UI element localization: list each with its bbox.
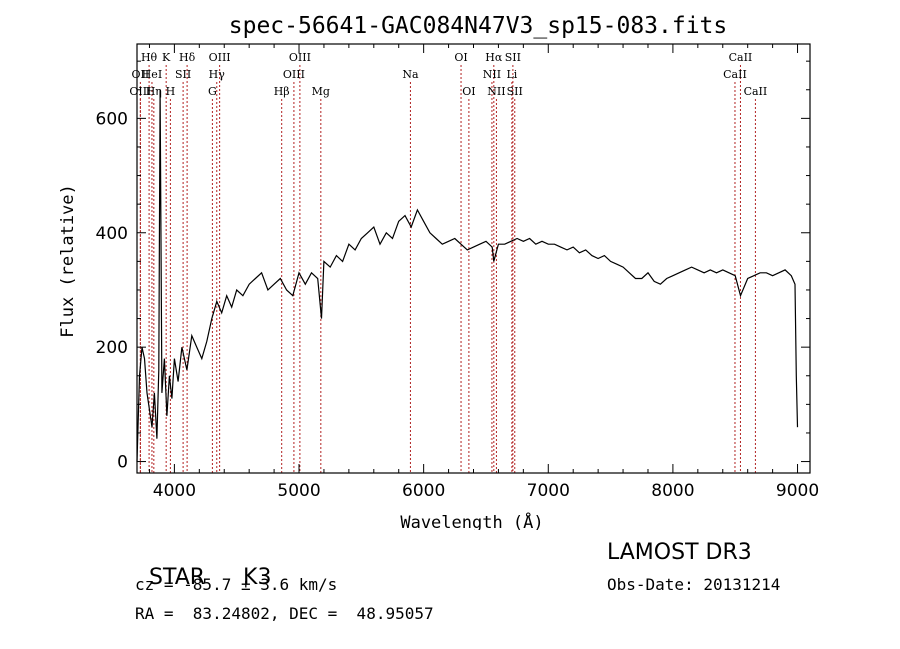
line-marker-label-23: Li bbox=[506, 68, 517, 81]
line-marker-label-16: Na bbox=[402, 68, 419, 81]
line-marker-label-22: SII bbox=[505, 51, 521, 64]
line-marker-label-12: Hβ bbox=[274, 85, 290, 98]
line-marker-label-4: Hη bbox=[146, 85, 162, 98]
class-label: STAR bbox=[149, 565, 206, 590]
spectrum-chart: spec-56641-GAC084N47V3_sp15-083.fits Hθ O… bbox=[58, 13, 820, 530]
subclass-label: K3 bbox=[243, 565, 272, 590]
line-marker-label-13: OIII bbox=[289, 51, 311, 64]
y-tick-label: 400 bbox=[96, 224, 128, 244]
y-tick-label: 200 bbox=[96, 338, 128, 358]
axis-tick-labels: 4000 5000 6000 7000 8000 9000 0 200 400 600 bbox=[96, 109, 820, 501]
line-marker-label-11: G bbox=[208, 85, 217, 98]
line-marker-label-26: CaII bbox=[723, 68, 747, 81]
redshift-text: cz = -85.7 ± 3.6 km/s bbox=[135, 575, 338, 594]
axis-ticks bbox=[137, 44, 810, 473]
y-axis-label: Flux (relative) bbox=[58, 184, 78, 338]
chart-title: spec-56641-GAC084N47V3_sp15-083.fits bbox=[229, 13, 728, 39]
line-marker-label-17: OI bbox=[454, 51, 467, 64]
x-tick-label: 5000 bbox=[277, 481, 320, 501]
coordinates-text: RA = 83.24802, DEC = 48.95057 bbox=[135, 604, 434, 623]
line-marker-label-3: HeI bbox=[142, 68, 162, 81]
y-tick-label: 600 bbox=[96, 109, 128, 129]
line-marker-label-9: OIII bbox=[209, 51, 231, 64]
x-tick-label: 7000 bbox=[527, 481, 570, 501]
survey-label: LAMOST DR3 bbox=[607, 540, 752, 565]
line-marker-label-21: NII bbox=[487, 85, 505, 98]
line-marker-label-6: H bbox=[166, 85, 176, 98]
x-tick-label: 6000 bbox=[402, 481, 445, 501]
line-marker-label-7: SII bbox=[175, 68, 191, 81]
x-axis-label: Wavelength (Å) bbox=[400, 511, 543, 530]
obs-date-text: Obs-Date: 20131214 bbox=[607, 575, 781, 594]
line-marker-label-27: CaII bbox=[744, 85, 768, 98]
y-tick-label: 0 bbox=[117, 453, 128, 473]
line-marker-label-24: SII bbox=[507, 85, 523, 98]
object-class: STAR K3 bbox=[135, 540, 271, 590]
line-marker-label-0: Hθ bbox=[141, 51, 158, 64]
line-marker-label-5: K bbox=[162, 51, 171, 64]
x-tick-label: 8000 bbox=[651, 481, 694, 501]
x-tick-label: 9000 bbox=[776, 481, 819, 501]
line-marker-label-19: Hα bbox=[485, 51, 503, 64]
line-marker-label-18: OI bbox=[462, 85, 475, 98]
line-marker-label-25: CaII bbox=[729, 51, 753, 64]
line-marker-label-2: OIII bbox=[129, 85, 151, 98]
spectrum-line bbox=[136, 89, 799, 462]
line-marker-label-15: Mg bbox=[312, 85, 330, 98]
line-marker-label-8: Hδ bbox=[179, 51, 196, 64]
x-tick-label: 4000 bbox=[153, 481, 196, 501]
line-markers: Hθ OII OIII HeI Hη K H SII Hδ OIII Hγ G Hβ OIII OIII Mg… bbox=[129, 51, 767, 473]
plot-frame bbox=[136, 43, 811, 474]
line-marker-label-1: OII bbox=[132, 68, 150, 81]
line-marker-label-10: Hγ bbox=[209, 68, 226, 81]
line-marker-label-20: NII bbox=[483, 68, 501, 81]
line-marker-label-14: OIII bbox=[283, 68, 305, 81]
